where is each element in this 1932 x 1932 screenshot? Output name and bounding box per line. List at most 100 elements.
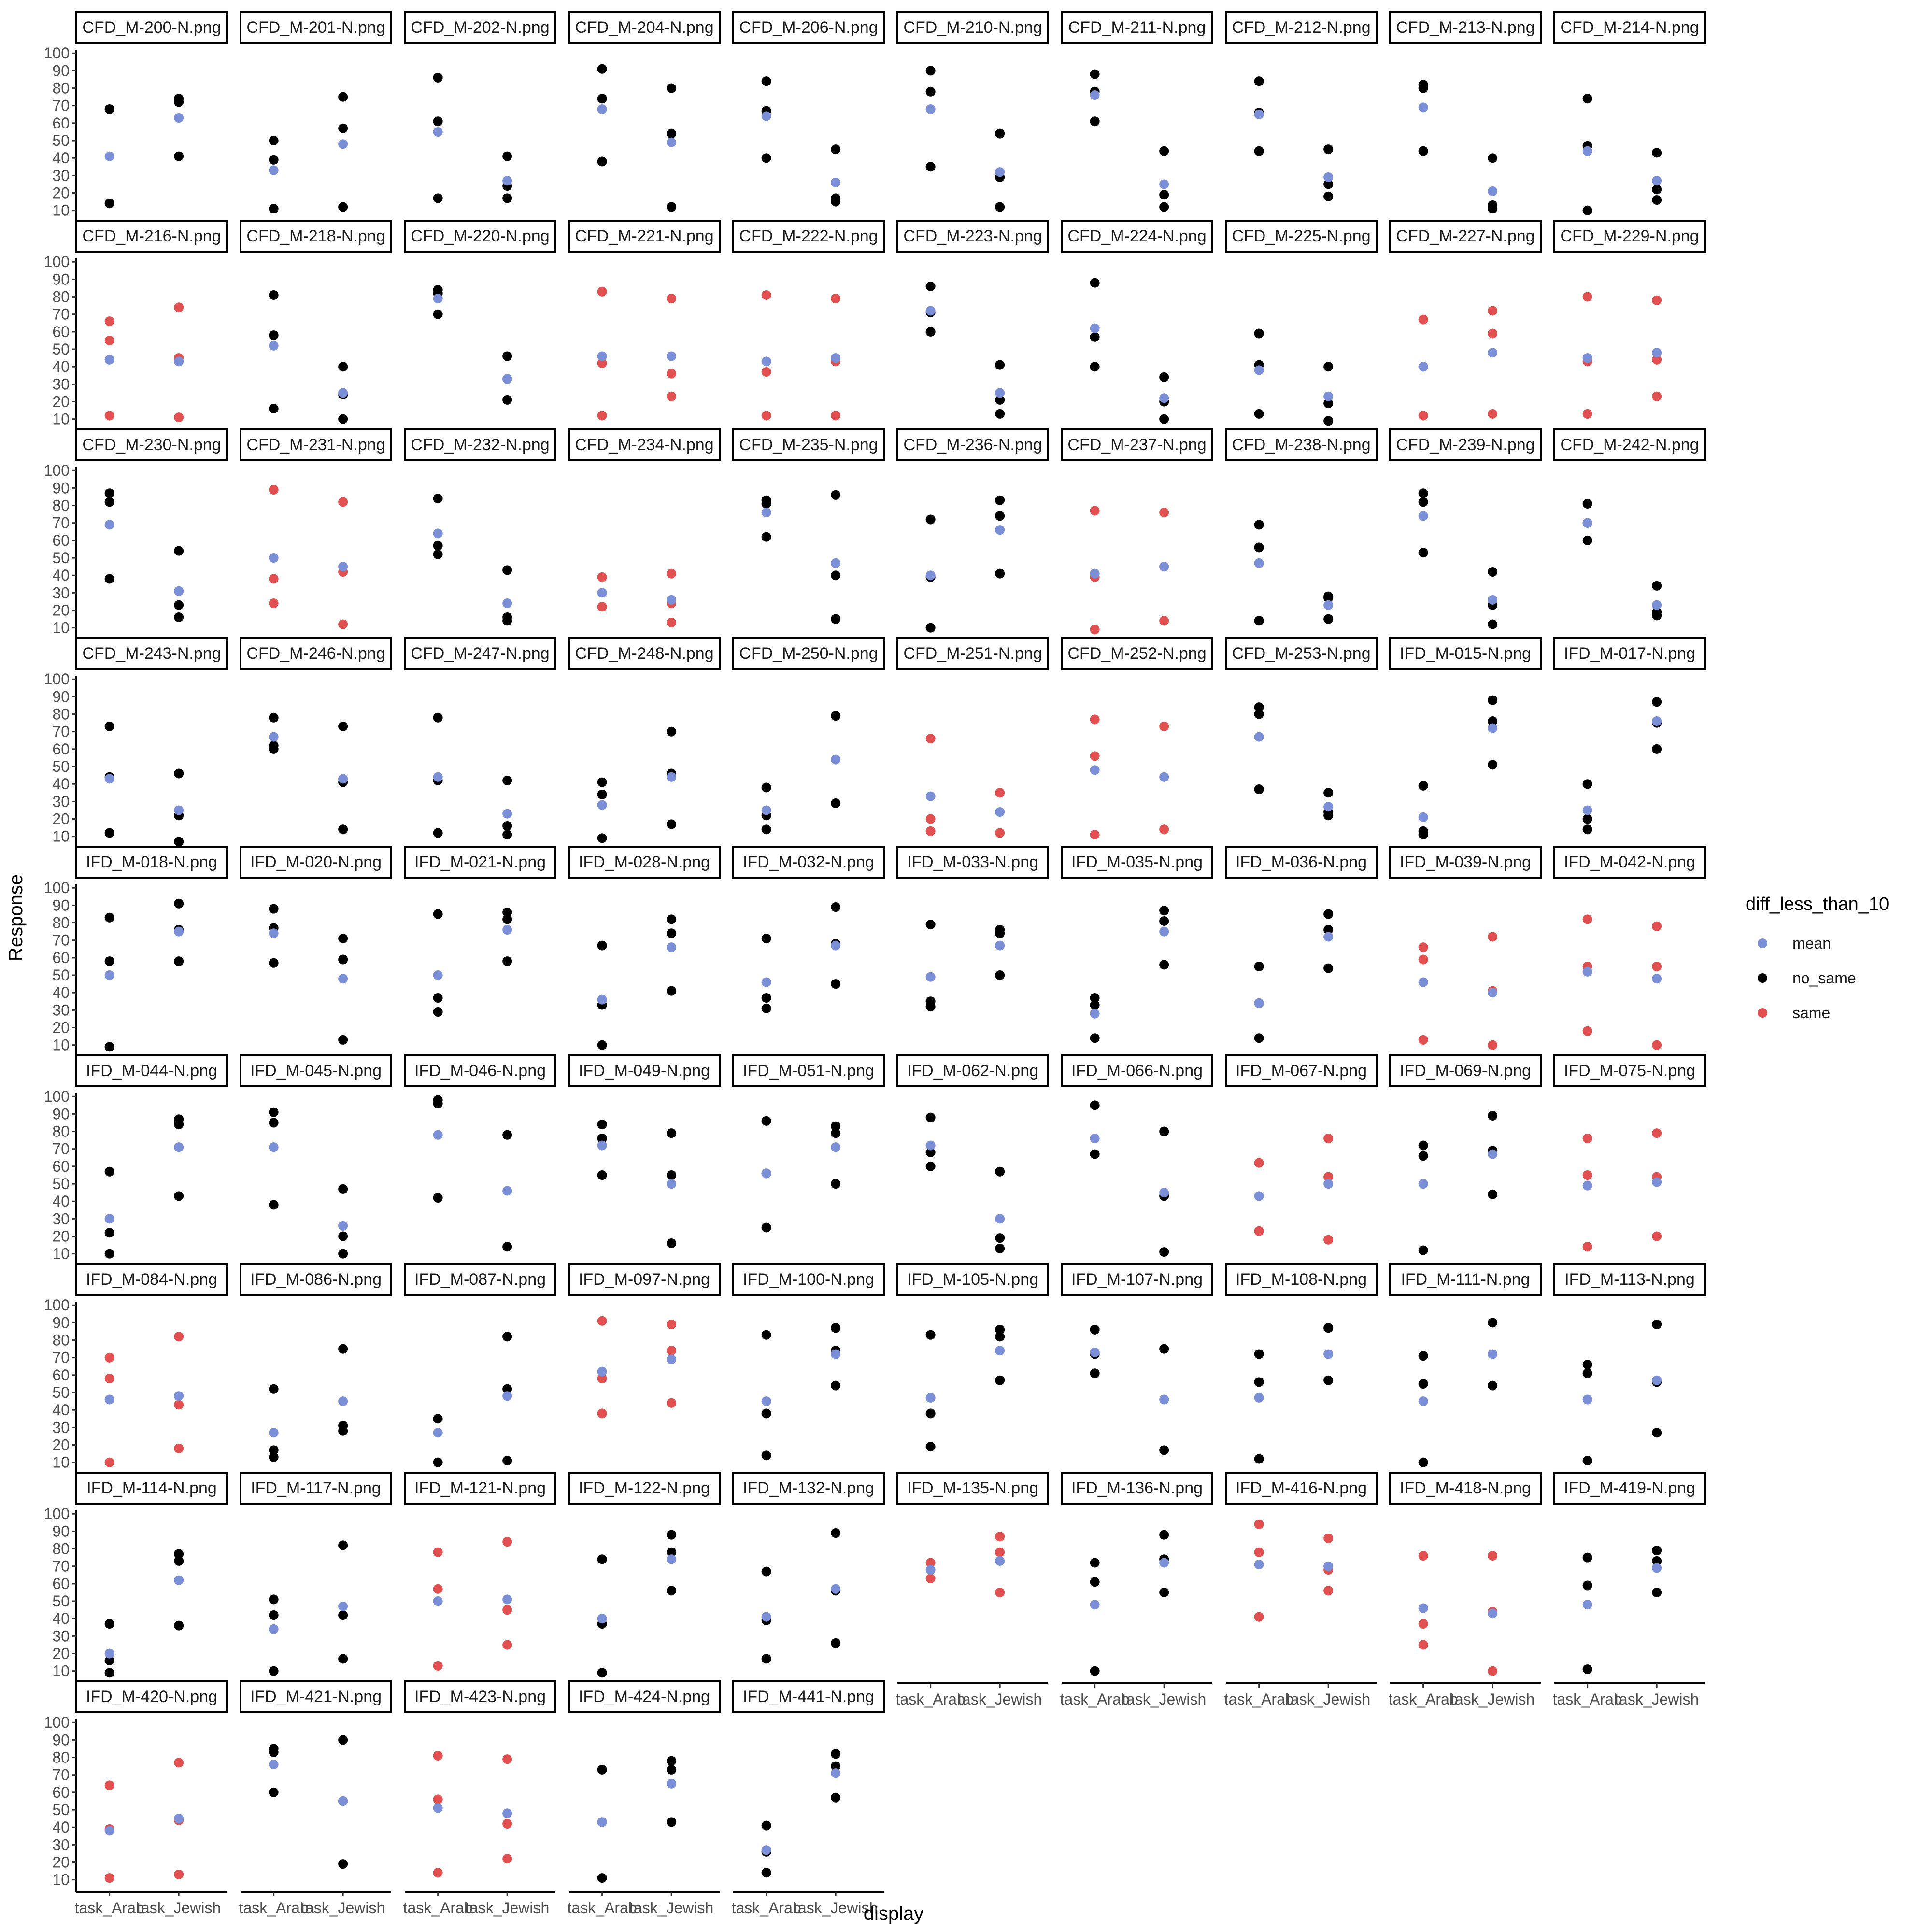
data-point (1323, 1323, 1334, 1333)
data-point (995, 1332, 1005, 1342)
facet-title: CFD_M-242-N.png (1560, 436, 1699, 454)
facet-strip (404, 1263, 556, 1296)
data-point (1090, 1033, 1100, 1043)
data-point (597, 104, 607, 114)
data-point (269, 136, 279, 146)
data-point (1418, 511, 1428, 521)
facet-panel: CFD_M-214-N.png (1553, 11, 1706, 215)
data-point (433, 1661, 443, 1671)
data-point (925, 1147, 936, 1157)
data-point (1090, 625, 1100, 635)
data-point (269, 1610, 279, 1620)
data-point (831, 1142, 841, 1152)
data-point (1254, 616, 1264, 626)
data-point (1582, 1600, 1592, 1610)
data-point (761, 1868, 771, 1878)
facet-strip (240, 1054, 392, 1087)
data-point (433, 1095, 443, 1105)
data-point (1418, 102, 1428, 113)
data-point (338, 1249, 348, 1259)
data-point (502, 1130, 512, 1140)
data-point (597, 1873, 607, 1883)
facet-panel: CFD_M-251-N.png (896, 637, 1049, 838)
data-point (1323, 600, 1334, 610)
facet-panel: IFD_M-121-N.png (404, 1472, 556, 1671)
facet-panel: IFD_M-046-N.png (404, 1054, 556, 1252)
facet-title: IFD_M-086-N.png (250, 1270, 382, 1289)
data-point (1418, 1179, 1428, 1189)
y-tick-label: 100 (44, 1714, 70, 1731)
y-tick-label: 60 (52, 532, 70, 549)
data-point (174, 151, 184, 161)
data-point (502, 1537, 512, 1547)
data-point (1254, 1560, 1264, 1570)
facet-panel: IFD_M-028-N.png (568, 846, 721, 1050)
facet-panel: IFD_M-067-N.png (1225, 1054, 1378, 1245)
facet-panel: CFD_M-248-N.png (568, 637, 721, 843)
data-point (1159, 414, 1169, 424)
data-point (1254, 1519, 1264, 1529)
facet-strip (75, 637, 228, 670)
data-point (1159, 824, 1169, 835)
data-point (1090, 1000, 1100, 1010)
data-point (1254, 1226, 1264, 1236)
data-point (1323, 909, 1334, 919)
data-point (104, 1228, 114, 1238)
data-point (1582, 1368, 1592, 1378)
y-tick-label: 40 (52, 1193, 70, 1210)
data-point (1418, 80, 1428, 90)
data-point (338, 774, 348, 784)
data-point (174, 412, 184, 423)
facet-title: IFD_M-135-N.png (907, 1479, 1038, 1497)
data-point (597, 64, 607, 74)
y-tick-label: 100 (44, 1088, 70, 1105)
data-point (104, 956, 114, 966)
x-tick-label: task_Arab (1553, 1690, 1622, 1708)
data-point (667, 1764, 677, 1775)
data-point (995, 1233, 1005, 1243)
facet-strip (240, 846, 392, 879)
data-point (1488, 1111, 1498, 1121)
facet-panel: CFD_M-212-N.png (1225, 11, 1378, 201)
data-point (667, 1530, 677, 1540)
data-point (1488, 306, 1498, 316)
data-point (269, 485, 279, 495)
facet-strip (75, 846, 228, 879)
data-point (667, 1346, 677, 1356)
data-point (831, 411, 841, 421)
data-point (1159, 721, 1169, 731)
facet-strip (1225, 428, 1378, 461)
x-tick-label: task_Arab (239, 1899, 309, 1917)
data-point (338, 954, 348, 965)
data-point (1652, 716, 1662, 726)
data-point (1090, 1134, 1100, 1144)
y-tick-label: 60 (52, 1575, 70, 1592)
facet-strip (240, 1263, 392, 1296)
data-point (1488, 1551, 1498, 1561)
data-point (1652, 1546, 1662, 1556)
data-point (831, 1179, 841, 1189)
data-point (667, 1554, 677, 1564)
data-point (597, 1170, 607, 1180)
facet-strip (1553, 1472, 1706, 1505)
y-tick-label: 50 (52, 1592, 70, 1610)
data-point (925, 734, 936, 744)
data-point (338, 497, 348, 507)
x-tick-label: task_Arab (568, 1899, 637, 1917)
data-point (1652, 185, 1662, 195)
facet-strip (1389, 428, 1542, 461)
y-tick-label: 10 (52, 1662, 70, 1680)
data-point (1582, 518, 1592, 528)
y-tick-label: 40 (52, 775, 70, 793)
data-point (1418, 1151, 1428, 1161)
data-point (502, 193, 512, 203)
data-point (1159, 146, 1169, 156)
data-point (1488, 988, 1498, 998)
data-point (597, 789, 607, 799)
data-point (104, 1668, 114, 1678)
data-point (338, 388, 348, 398)
data-point (995, 1556, 1005, 1566)
data-point (1652, 607, 1662, 617)
